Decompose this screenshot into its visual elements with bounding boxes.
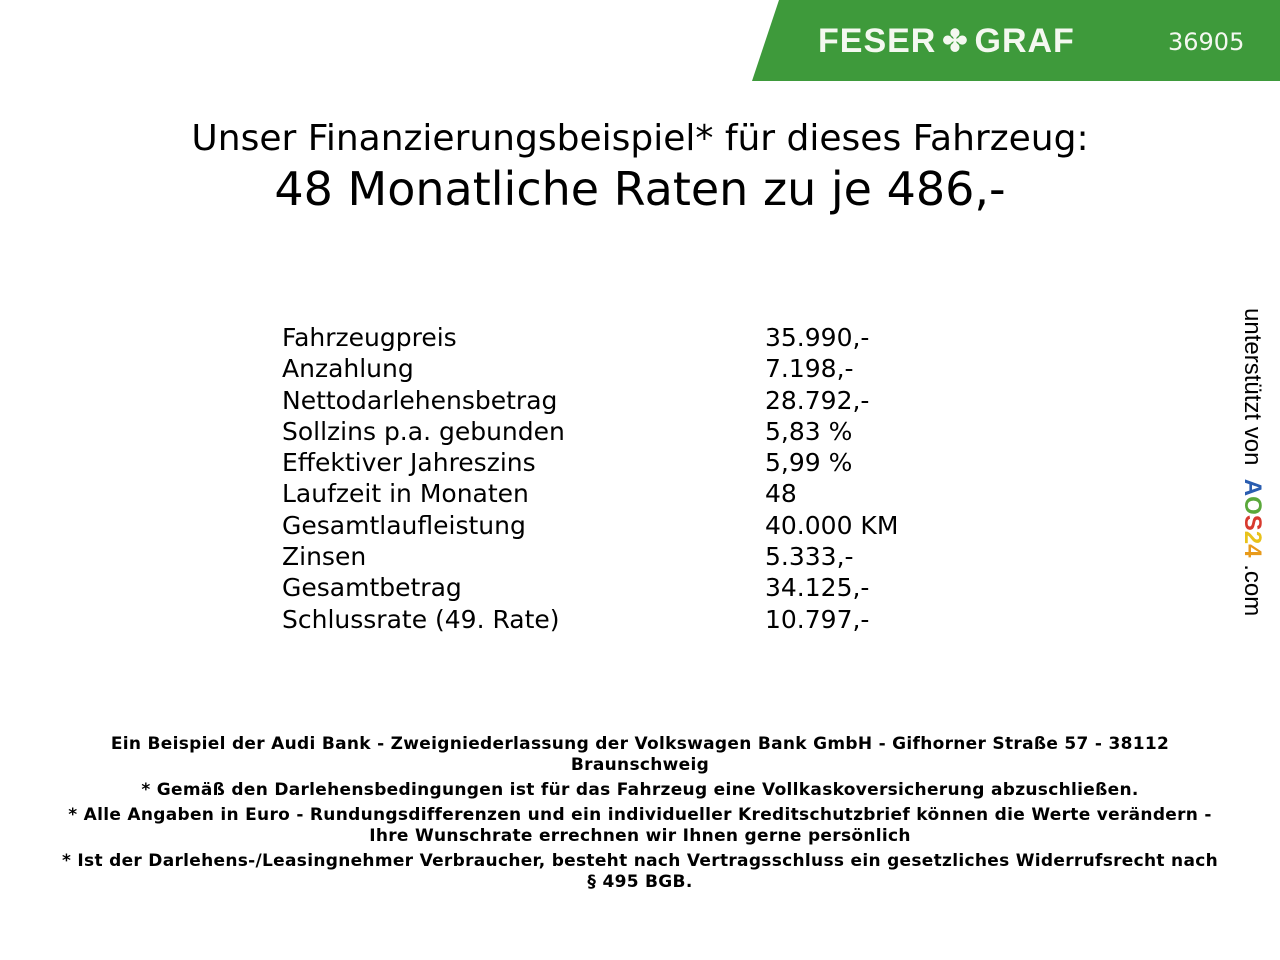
row-value: 28.792,-	[765, 385, 870, 415]
row-value: 7.198,-	[765, 354, 854, 384]
row-value: 5,99 %	[765, 448, 853, 478]
dealer-id: 36905	[1168, 28, 1245, 56]
aos24-logo-letter: S	[1239, 514, 1266, 531]
row-label: Laufzeit in Monaten	[282, 479, 529, 509]
table-row: Anzahlung 7.198,-	[282, 353, 898, 384]
footer-disclaimer: Ein Beispiel der Audi Bank - Zweignieder…	[60, 734, 1220, 897]
disclaimer-line: * Gemäß den Darlehensbedingungen ist für…	[141, 780, 1139, 800]
brand-banner	[752, 0, 1280, 81]
aos24-logo-letter: A	[1239, 478, 1266, 497]
aos24-logo-letter: 4	[1239, 544, 1266, 558]
powered-by-prefix: unterstützt von	[1239, 308, 1266, 466]
table-row: Gesamtbetrag 34.125,-	[282, 572, 898, 603]
row-value: 35.990,-	[765, 323, 870, 352]
row-label: Gesamtlaufleistung	[282, 510, 526, 540]
row-value: 10.797,-	[765, 604, 870, 634]
aos24-logo: AOS24	[1239, 479, 1266, 558]
row-value: 5,83 %	[765, 416, 853, 446]
disclaimer-line: Ein Beispiel der Audi Bank - Zweignieder…	[110, 734, 1170, 775]
row-label: Fahrzeugpreis	[282, 323, 457, 352]
brand-right: GRAF	[974, 22, 1075, 60]
table-row: Nettodarlehensbetrag 28.792,-	[282, 385, 898, 416]
aos24-logo-letter: 2	[1239, 530, 1266, 545]
table-row: Laufzeit in Monaten 48	[282, 478, 898, 509]
row-label: Zinsen	[282, 542, 367, 572]
row-value: 34.125,-	[765, 573, 870, 603]
row-value: 40.000 KM	[765, 510, 899, 540]
row-label: Effektiver Jahreszins	[282, 448, 536, 478]
aos24-logo-letter: O	[1239, 496, 1266, 515]
disclaimer-line: * Alle Angaben in Euro - Rundungsdiffere…	[68, 805, 1212, 846]
powered-by: unterstützt von AOS24 .com	[1238, 308, 1266, 616]
disclaimer-line: * Ist der Darlehens-/Leasingnehmer Verbr…	[62, 851, 1218, 892]
row-value: 5.333,-	[765, 542, 854, 572]
table-row: Fahrzeugpreis 35.990,-	[282, 322, 898, 353]
clover-icon: ✤	[942, 24, 969, 58]
row-label: Sollzins p.a. gebunden	[282, 416, 565, 446]
brand-left: FESER	[818, 22, 937, 60]
table-row: Gesamtlaufleistung 40.000 KM	[282, 510, 898, 541]
row-label: Nettodarlehensbetrag	[282, 385, 558, 415]
table-row: Sollzins p.a. gebunden 5,83 %	[282, 416, 898, 447]
table-row: Schlussrate (49. Rate) 10.797,-	[282, 604, 898, 635]
table-row: Zinsen 5.333,-	[282, 541, 898, 572]
financing-table: Fahrzeugpreis 35.990,- Anzahlung 7.198,- Net…	[282, 322, 898, 635]
row-label: Anzahlung	[282, 354, 414, 384]
powered-by-suffix: .com	[1239, 564, 1266, 617]
page-title: Unser Finanzierungsbeispiel* für dieses …	[191, 118, 1089, 159]
row-label: Gesamtbetrag	[282, 573, 462, 603]
table-row: Effektiver Jahreszins 5,99 %	[282, 447, 898, 478]
row-value: 48	[765, 479, 797, 509]
monthly-rate-headline: 48 Monatliche Raten zu je 486,-	[274, 162, 1006, 216]
row-label: Schlussrate (49. Rate)	[282, 604, 560, 634]
brand-logo: FESER ✤ GRAF	[818, 22, 1075, 61]
